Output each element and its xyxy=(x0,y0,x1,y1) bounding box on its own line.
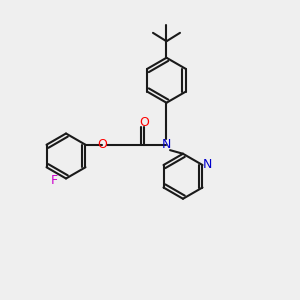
Text: N: N xyxy=(162,138,171,151)
Text: O: O xyxy=(97,138,107,151)
Text: N: N xyxy=(203,158,213,172)
Text: O: O xyxy=(139,116,149,129)
Text: F: F xyxy=(50,173,58,187)
